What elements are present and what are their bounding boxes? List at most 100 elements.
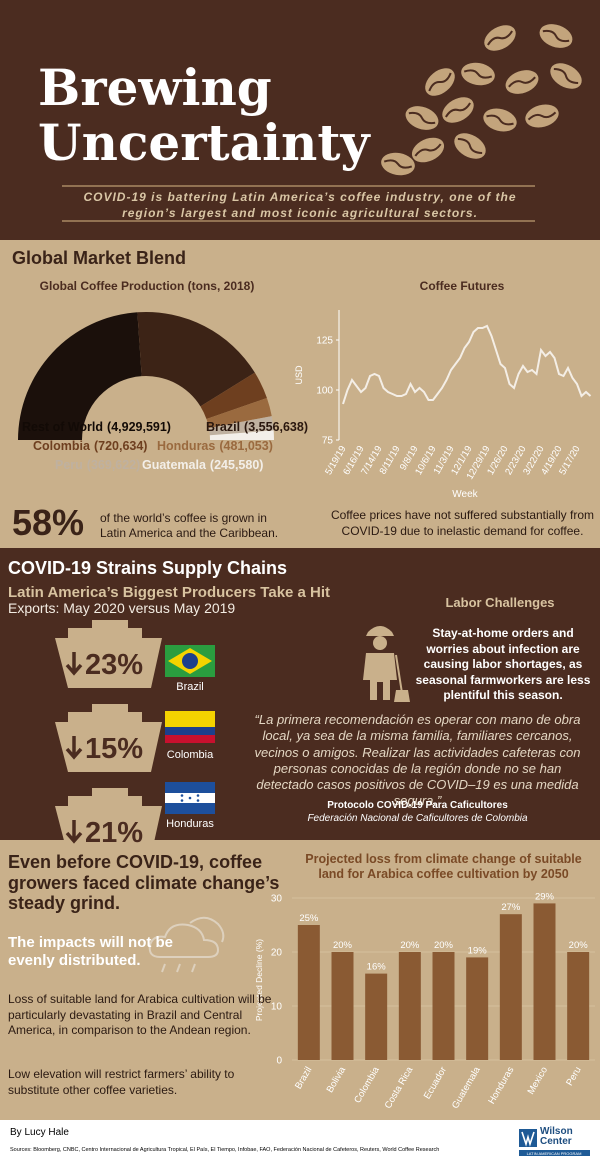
author: By Lucy Hale [10, 1127, 69, 1138]
value-label: 20% [434, 940, 454, 951]
slice-name: Peru [55, 458, 83, 472]
bar [297, 925, 320, 1060]
flag-honduras [165, 782, 215, 814]
bean [505, 70, 539, 94]
bar [533, 903, 556, 1060]
slice-label: Honduras (481,053) [157, 439, 273, 453]
subtitle: COVID-19 is battering Latin America’s co… [83, 190, 517, 220]
bean-crease [542, 29, 570, 43]
value-label: 20% [400, 940, 420, 951]
bean [461, 62, 495, 86]
y-tick-label: 75 [322, 436, 334, 447]
slice-label: Rest of World (4,929,591) [22, 420, 171, 434]
bar [331, 952, 354, 1060]
value-label: 27% [501, 902, 521, 913]
bean-crease [457, 138, 483, 154]
coffee-beans [381, 24, 582, 176]
slice-name: Brazil [206, 420, 240, 434]
quote: “La primera recomendación es operar con … [254, 712, 581, 809]
bar [567, 952, 590, 1060]
bean-crease [508, 76, 536, 88]
bean [539, 24, 573, 48]
country: Colombia [166, 749, 214, 761]
down-arrow [65, 652, 83, 676]
bean-crease [414, 143, 442, 157]
note: Coffee prices have not suffered substant… [330, 508, 595, 538]
quote-org: Federación Nacional de Caficultores de C… [307, 813, 528, 824]
bean-crease [463, 69, 493, 79]
cloud-icon [148, 916, 225, 973]
pie-slice [208, 416, 274, 436]
pie-slice [18, 312, 142, 440]
y-tick-label: 20 [271, 948, 283, 959]
line [342, 324, 592, 405]
bean-crease [428, 72, 452, 92]
stat: 58% [12, 502, 85, 543]
y-tick-label: 10 [271, 1002, 283, 1013]
slice-value: (720,634) [94, 439, 148, 453]
logo-mark [519, 1129, 590, 1156]
country: Honduras [166, 818, 214, 830]
value-label: 19% [468, 945, 488, 956]
slice-value: (369,622) [87, 458, 141, 472]
section-heading: COVID-19 Strains Supply Chains [8, 558, 288, 578]
bar [432, 952, 455, 1060]
labor-heading: Labor Challenges [445, 595, 555, 610]
y-tick-label: 0 [276, 1056, 282, 1067]
logo-text: Wilson Center [540, 1126, 573, 1147]
value-label: 25% [299, 913, 319, 924]
down-arrow [65, 820, 83, 844]
stat-text: of the world’s coffee is grown in Latin … [100, 511, 279, 540]
flag-colombia [165, 711, 215, 743]
bar [365, 973, 388, 1060]
bean [411, 137, 445, 163]
bean [484, 25, 516, 51]
country: Brazil [176, 681, 204, 693]
slice-value: (4,929,591) [107, 420, 171, 434]
logo-subtitle: LATIN AMERICAN PROGRAM [527, 1151, 582, 1156]
section-heading: Even before COVID-19, coffee growers fac… [8, 852, 280, 914]
x-axis-label: Week [452, 489, 478, 500]
y-tick-label: 125 [316, 336, 333, 347]
flag-brazil [165, 645, 215, 677]
quote-source: Protocolo COVID-19 Para Caficultores [327, 800, 508, 811]
value-label: 16% [367, 962, 387, 973]
worker-icon [363, 626, 410, 702]
chart-title: Global Coffee Production (tons, 2018) [40, 279, 255, 293]
export-change: 15% [85, 733, 143, 765]
export-change: 23% [85, 649, 143, 681]
subheading: The impacts will not be evenly distribut… [8, 934, 174, 969]
down-arrow [65, 736, 83, 760]
bean-crease [527, 111, 557, 121]
pie-slice [206, 398, 272, 429]
bean-crease [383, 159, 413, 169]
y-axis-label: USD [294, 365, 304, 385]
sources: Sources: Bloomberg, CNBC, Centro Interna… [10, 1147, 440, 1153]
bean [442, 97, 474, 123]
slice-label: Guatemala (245,580) [142, 458, 263, 472]
bean-crease [487, 30, 513, 46]
slice-name: Honduras [157, 439, 215, 453]
bean-crease [408, 111, 436, 125]
ship [55, 620, 162, 688]
value-label: 20% [569, 940, 589, 951]
paragraph: Loss of suitable land for Arabica cultiv… [8, 992, 272, 1038]
bean [550, 63, 582, 89]
subheading: Exports: May 2020 versus May 2019 [8, 600, 236, 616]
bean [425, 68, 455, 96]
slice-label: Peru (369,622) [55, 458, 140, 472]
slice-label: Colombia (720,634) [33, 439, 147, 453]
footer-bg [0, 1120, 600, 1164]
title: Brewing Uncertainty [38, 58, 370, 172]
slice-name: Guatemala [142, 458, 207, 472]
ship [55, 788, 162, 856]
subheading: Latin America’s Biggest Producers Take a… [8, 584, 331, 601]
y-tick-label: 30 [271, 894, 283, 905]
bean [381, 152, 415, 176]
slice-label: Brazil (3,556,638) [206, 420, 308, 434]
chart-title: Coffee Futures [420, 279, 505, 293]
slice-value: (3,556,638) [244, 420, 308, 434]
bean-crease [553, 68, 579, 84]
